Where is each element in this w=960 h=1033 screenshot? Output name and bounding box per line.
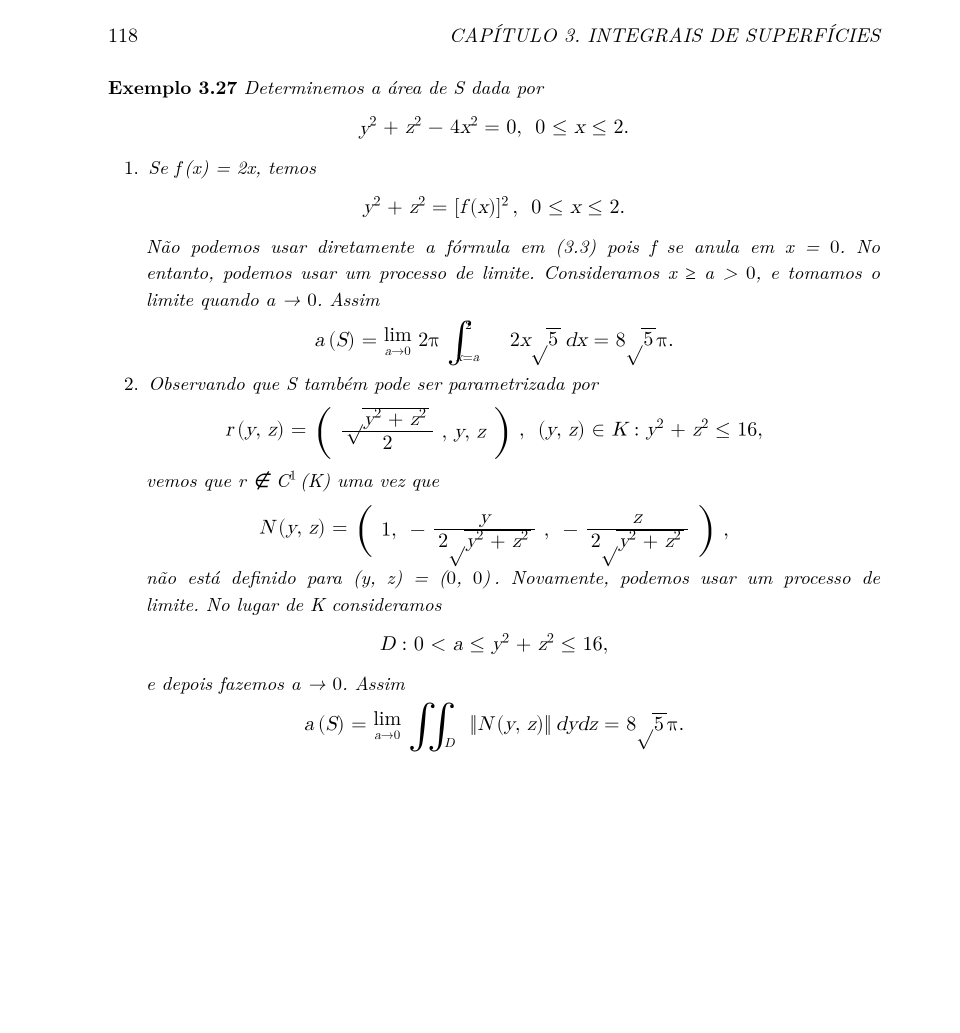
equation-N: N (y, z) = ( 1, − y 2√y2 + z2 , − z 2√y2… [108,506,880,553]
example-text: Determinemos a área de S dada por [244,73,543,100]
item-1-para: Não podemos usar diretamente a fórmula e… [108,233,880,313]
item-2-lead: 2. Observando que S também pode ser para… [108,370,880,397]
page: 118 CAPÍTULO 3. INTEGRAIS DE SUPERFÍCIES… [0,0,960,1033]
item-2-after-r: vemos que r ∉ C1 (K) uma vez que [108,467,880,494]
page-number: 118 [108,20,138,48]
equation-param-r: r (y, z) = ( √y2 + z2 2 , y, z ) , (y, z… [108,408,880,455]
item-2-final-text: e depois fazemos a → 0. Assim [108,670,880,697]
equation-limit-2: a (S) = lima→0 ∫∫D ‖N (y, z)‖ dydz = 8√5… [108,708,880,743]
item-1-lead: 1. Se f (x) = 2x, temos [108,154,880,181]
example-label: Exemplo 3.27 [108,72,237,100]
equation-limit-1: a (S) = lima→0 2π ∫2x=a 2x√5 dx = 8√5π. [108,325,880,358]
item-2-after-N: não está definido para (y, z) = (0, 0) .… [108,564,880,617]
equation-D: D : 0 < a ≤ y2 + z2 ≤ 16, [108,630,880,658]
page-header: 118 CAPÍTULO 3. INTEGRAIS DE SUPERFÍCIES [108,20,880,48]
example-heading: Exemplo 3.27 Determinemos a área de S da… [108,73,880,101]
equation-surface: y2 + z2 − 4x2 = 0, 0 ≤ x ≤ 2. [108,113,880,143]
equation-fx: y2 + z2 = [f (x)]2 , 0 ≤ x ≤ 2. [108,193,880,221]
chapter-title: CAPÍTULO 3. INTEGRAIS DE SUPERFÍCIES [449,20,880,48]
